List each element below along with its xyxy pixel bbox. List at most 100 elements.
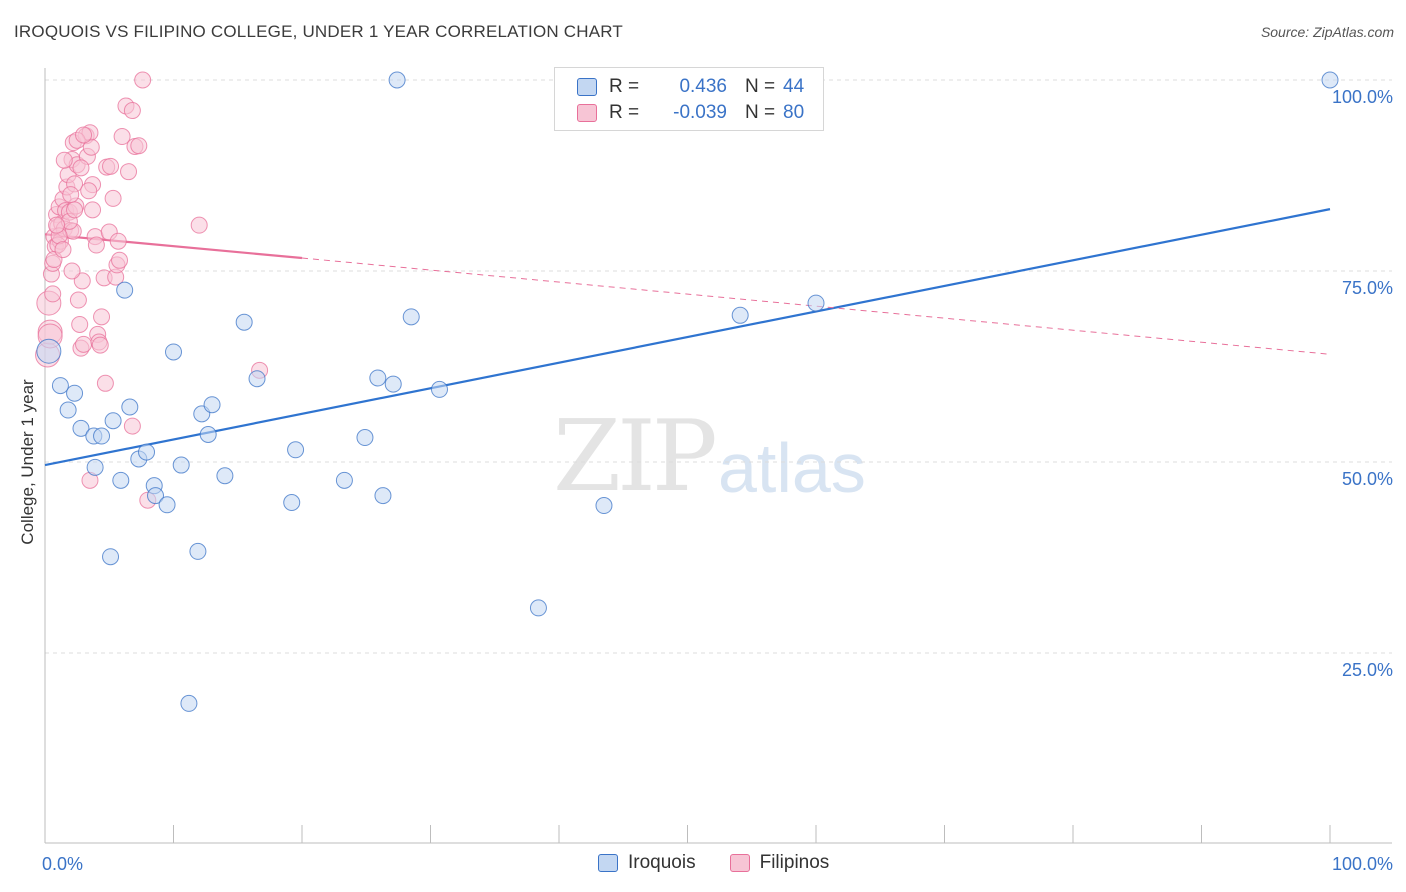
legend-label-filipinos: Filipinos — [759, 852, 830, 873]
filipinos-trend-line — [44, 233, 303, 260]
iroquois-point — [104, 412, 122, 430]
trend-lines — [44, 208, 1331, 467]
iroquois-point — [595, 497, 613, 515]
filipinos-point — [96, 374, 114, 392]
correlation-legend: R = 0.436 N = 44 R = -0.039 N = 80 — [554, 67, 824, 131]
filipinos-point — [102, 157, 120, 175]
filipinos-point — [69, 291, 87, 309]
iroquois-point — [235, 313, 253, 331]
legend-swatch-filipinos — [577, 104, 597, 122]
data-points — [35, 71, 1339, 712]
iroquois-point — [147, 487, 165, 505]
filipinos-point — [82, 138, 100, 156]
legend-r-value: 0.436 — [679, 76, 727, 97]
filipinos-point — [48, 216, 66, 234]
iroquois-point — [203, 396, 221, 414]
iroquois-point — [374, 487, 392, 505]
filipinos-point — [73, 272, 91, 290]
legend-item-filipinos[interactable]: Filipinos — [729, 852, 830, 874]
iroquois-point — [402, 308, 420, 326]
filipinos-point — [130, 137, 148, 155]
x-tick-label: 100.0% — [1332, 854, 1393, 874]
filipinos-point — [75, 126, 93, 144]
iroquois-point — [1321, 71, 1339, 89]
iroquois-point — [807, 294, 825, 312]
filipinos-point — [63, 262, 81, 280]
filipinos-point — [54, 241, 72, 259]
filipinos-point — [123, 417, 141, 435]
iroquois-point — [335, 471, 353, 489]
iroquois-point — [86, 458, 104, 476]
legend-item-iroquois[interactable]: Iroquois — [598, 852, 696, 874]
iroquois-point — [102, 548, 120, 566]
iroquois-trend-line — [44, 208, 1331, 467]
y-tick-label: 50.0% — [1342, 469, 1393, 489]
iroquois-point — [283, 493, 301, 511]
iroquois-point — [36, 338, 62, 364]
chart-title: IROQUOIS VS FILIPINO COLLEGE, UNDER 1 YE… — [14, 22, 624, 41]
filipinos-point — [80, 182, 98, 200]
iroquois-point — [158, 496, 176, 514]
filipinos-point — [62, 186, 80, 204]
iroquois-point — [66, 384, 84, 402]
filipinos-point — [55, 151, 73, 169]
iroquois-point — [93, 427, 111, 445]
filipinos-point — [72, 159, 90, 177]
y-tick-label: 75.0% — [1342, 278, 1393, 298]
iroquois-point — [388, 71, 406, 89]
legend-row-iroquois: R = 0.436 N = 44 — [577, 74, 804, 100]
legend-n-label: N = — [745, 102, 776, 123]
source-label: Source: ZipAtlas.com — [1260, 24, 1394, 40]
iroquois-point — [529, 599, 547, 617]
watermark-atlas: atlas — [718, 429, 866, 507]
filipinos-point — [84, 201, 102, 219]
filipinos-point — [104, 189, 122, 207]
grid-lines — [45, 79, 1392, 654]
legend-swatch-filipinos — [729, 854, 750, 872]
filipinos-point — [44, 285, 62, 303]
iroquois-point — [731, 306, 749, 324]
filipinos-point — [190, 216, 208, 234]
iroquois-point — [72, 419, 90, 437]
filipinos-point — [109, 232, 127, 250]
iroquois-point — [165, 343, 182, 361]
filipinos-point — [71, 315, 89, 333]
y-axis-title: College, Under 1 year — [18, 379, 37, 545]
iroquois-point — [430, 380, 448, 398]
legend-n-label: N = — [745, 76, 776, 97]
legend-n-value: 44 — [783, 76, 805, 97]
legend-r-label: R = — [609, 102, 640, 123]
iroquois-point — [138, 443, 156, 461]
iroquois-point — [189, 542, 207, 560]
filipinos-point — [120, 163, 138, 181]
legend-row-filipinos: R = -0.039 N = 80 — [577, 100, 804, 126]
iroquois-point — [199, 425, 217, 443]
iroquois-point — [384, 375, 402, 393]
iroquois-point — [121, 398, 139, 416]
y-tick-label: 100.0% — [1332, 87, 1393, 107]
filipinos-point — [123, 102, 141, 120]
legend-r-label: R = — [609, 76, 640, 97]
y-tick-label: 25.0% — [1342, 660, 1393, 680]
filipinos-point — [93, 308, 111, 326]
filipinos-point — [134, 71, 152, 89]
legend-swatch-iroquois — [577, 78, 597, 96]
iroquois-point — [287, 441, 305, 459]
axis-labels: 100.0% 75.0% 50.0% 25.0% 0.0% 100.0% College, … — [18, 87, 1393, 874]
x-tick-label: 0.0% — [42, 854, 83, 874]
iroquois-point — [248, 370, 266, 388]
filipinos-point — [113, 128, 131, 146]
iroquois-point — [51, 377, 69, 395]
filipinos-point — [75, 335, 93, 353]
legend-label-iroquois: Iroquois — [628, 852, 696, 873]
series-legend: Iroquois Filipinos — [598, 852, 863, 874]
iroquois-point — [180, 694, 198, 712]
iroquois-point — [59, 401, 77, 419]
iroquois-point — [216, 467, 234, 485]
iroquois-point — [356, 429, 374, 447]
iroquois-point — [172, 456, 190, 474]
iroquois-point — [369, 369, 387, 387]
legend-swatch-iroquois — [598, 854, 618, 872]
filipinos-point — [66, 201, 84, 219]
